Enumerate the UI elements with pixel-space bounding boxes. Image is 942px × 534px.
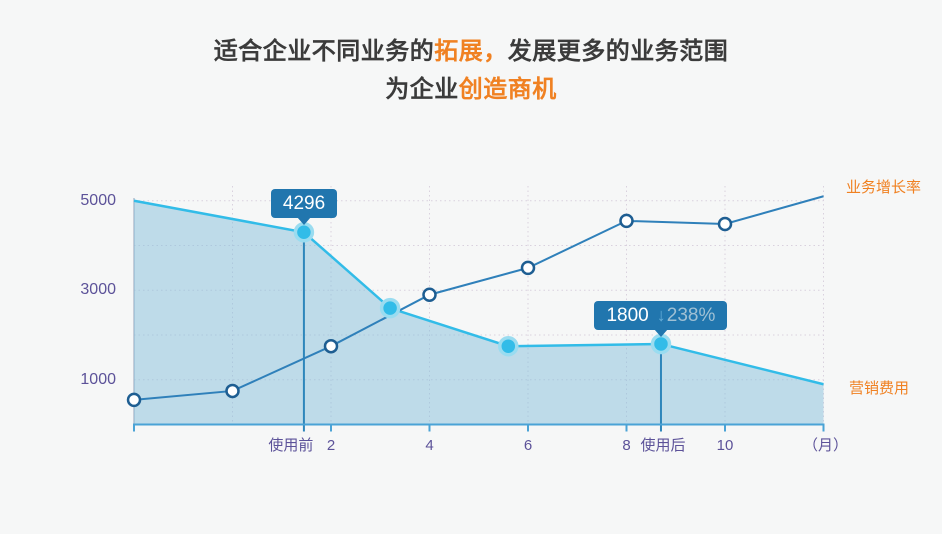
x-axis-label: 4 (425, 437, 434, 454)
legend-growth-rate: 业务增长率 (846, 179, 922, 196)
title-line-2: 为企业创造商机 (0, 71, 942, 109)
title-accent-text: 创造商机 (458, 76, 557, 103)
growth-marker (225, 383, 240, 399)
x-axis-label: 6 (523, 437, 533, 454)
title-text: 为企业 (385, 76, 459, 103)
growth-marker (520, 260, 536, 276)
x-axis-special-label: 使用前 (268, 437, 314, 454)
x-axis-label: 8 (622, 437, 631, 454)
x-axis-label: 10 (716, 437, 734, 454)
title-text: 适合企业不同业务的 (213, 38, 435, 65)
tooltip-percent: 238% (666, 304, 716, 326)
legend-marketing-cost: 营销费用 (849, 380, 910, 397)
growth-marker (126, 392, 142, 408)
page-title: 适合企业不同业务的拓展，发展更多的业务范围 为企业创造商机 (0, 33, 942, 109)
cost-line (133, 199, 824, 386)
growth-marker (717, 216, 733, 232)
tooltip-value: 4296 (282, 193, 326, 215)
y-axis-label: 1000 (80, 370, 116, 388)
tooltip-usage-before: 4296 (270, 189, 338, 226)
cost-marker (379, 297, 401, 319)
y-axis-label: 5000 (80, 191, 116, 209)
cost-marker (498, 335, 519, 357)
growth-marker (422, 287, 437, 302)
y-axis-label: 3000 (80, 281, 116, 299)
title-text: 发展更多的业务范围 (507, 38, 729, 65)
tooltip-value: 1800 (606, 304, 649, 326)
growth-line (133, 195, 824, 401)
x-axis-label: 2 (326, 437, 336, 454)
growth-marker (323, 338, 339, 354)
tooltip-usage-after: 1800 ↓238% (594, 300, 728, 337)
arrow-down-icon: ↓ (656, 304, 666, 325)
x-axis-special-label: 使用后 (640, 437, 686, 454)
growth-marker (619, 213, 634, 229)
x-axis-unit-label: （月） (802, 437, 849, 454)
cost-area (134, 200, 824, 424)
title-accent-text: 拓展， (434, 38, 508, 65)
title-line-1: 适合企业不同业务的拓展，发展更多的业务范围 (0, 33, 942, 71)
